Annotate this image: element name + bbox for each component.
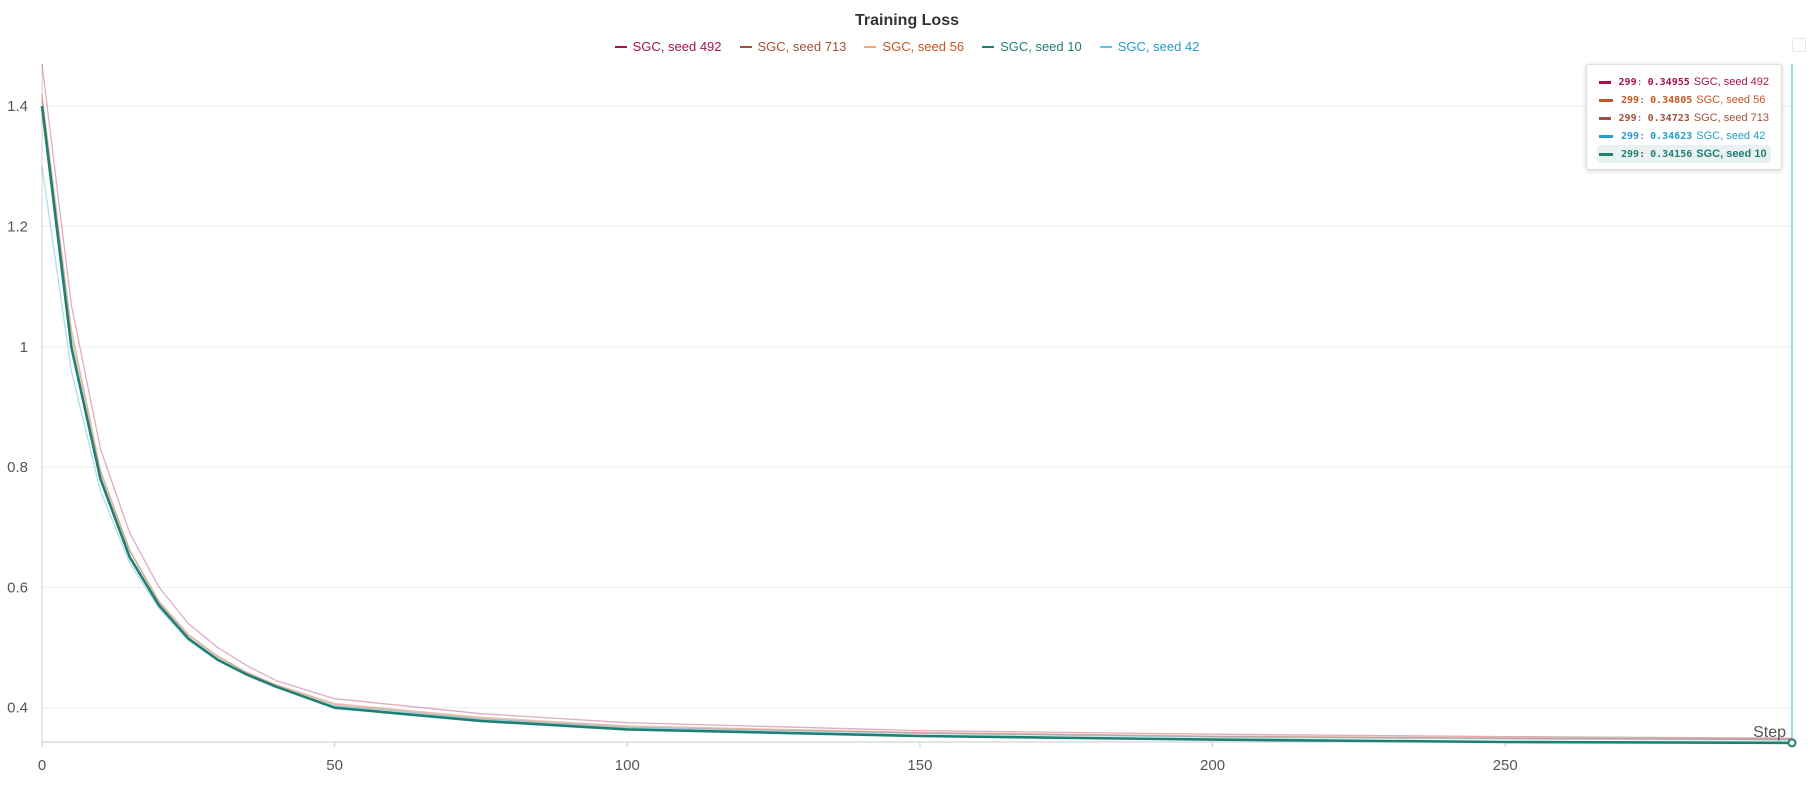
tooltip-value: 0.34156 [1650,148,1693,160]
tooltip-value: 0.34623 [1650,130,1693,142]
tooltip-value: 0.34955 [1647,76,1690,88]
tooltip-swatch [1599,134,1613,138]
legend-label: SGC, seed 10 [1000,39,1082,54]
legend-swatch [982,45,995,48]
tooltip-step: 299 [1621,94,1640,106]
legend-label: SGC, seed 56 [882,39,965,54]
series-line-sgc-seed-10 [40,105,1793,745]
legend-label: SGC, seed 713 [757,39,847,54]
x-axis-ticks: 0 50 100 150 200 250 [38,742,1518,774]
tooltip-series-name: SGC, seed 492 [1693,76,1769,88]
tooltip-value: 0.34723 [1647,112,1690,124]
tooltip-swatch [1599,116,1611,120]
hover-marker [1787,738,1797,748]
x-tick-label: 50 [326,757,343,774]
tooltip-value: 0.34805 [1650,94,1693,106]
y-tick-label: 0.6 [7,579,28,596]
tooltip-step: 299 [1621,130,1640,142]
tooltip-step: 299 [1618,76,1637,88]
tooltip-series-name: SGC, seed 42 [1696,130,1766,142]
tooltip-series-name: SGC, seed 10 [1696,148,1767,160]
tooltip-step: 299 [1618,112,1637,124]
y-tick-label: 1 [20,339,28,356]
tooltip-row: 299: 0.34723 SGC, seed 713 [1597,109,1771,127]
grid-lines [42,105,1792,709]
x-axis-label: Step [1753,724,1786,741]
y-tick-label: 1.2 [7,218,28,235]
legend-label: SGC, seed 42 [1117,39,1200,54]
legend-swatch [739,45,752,48]
series-line-sgc-seed-56 [41,94,1793,740]
tooltip-row-highlighted: 299: 0.34156 SGC, seed 10 [1597,145,1771,163]
y-axis-ticks: 0.4 0.6 0.8 1 1.2 1.4 [7,98,28,717]
legend-item-seed-10[interactable]: SGC, seed 10 [982,39,1082,54]
chart-title: Training Loss [854,12,959,29]
legend-label: SGC, seed 492 [632,39,722,54]
legend-item-seed-492[interactable]: SGC, seed 492 [614,39,722,54]
hover-tooltip: 299: 0.34955 SGC, seed 492 299: 0.34805 … [1586,64,1782,170]
series-line-sgc-seed-492 [41,63,1793,739]
legend-swatch [864,45,877,48]
tooltip-series-name: SGC, seed 56 [1696,94,1766,106]
y-tick-label: 0.8 [7,459,28,476]
tooltip-row: 299: 0.34805 SGC, seed 56 [1597,91,1771,109]
x-tick-label: 0 [38,757,46,774]
axes [41,64,1792,743]
series-line-sgc-seed-42 [41,166,1793,741]
x-tick-label: 250 [1493,757,1518,774]
tooltip-step: 299 [1621,148,1640,160]
legend-swatch [1099,45,1112,48]
legend-swatch [614,45,627,48]
tooltip-swatch [1599,80,1611,84]
tooltip-series-name: SGC, seed 713 [1693,112,1769,124]
tooltip-row: 299: 0.34623 SGC, seed 42 [1597,127,1771,145]
chart-legend: SGC, seed 492 SGC, seed 713 SGC, seed 56… [0,39,1814,54]
y-tick-label: 0.4 [7,700,28,717]
x-tick-label: 100 [615,757,640,774]
x-tick-label: 150 [907,757,932,774]
tooltip-swatch [1599,152,1613,156]
series-lines [40,63,1793,745]
tooltip-row: 299: 0.34955 SGC, seed 492 [1597,73,1771,91]
legend-item-seed-56[interactable]: SGC, seed 56 [864,39,964,54]
legend-item-seed-42[interactable]: SGC, seed 42 [1099,39,1200,54]
tooltip-swatch [1599,98,1613,102]
x-tick-label: 200 [1200,757,1225,774]
series-line-sgc-seed-713 [41,100,1793,741]
legend-item-seed-713[interactable]: SGC, seed 713 [739,39,847,54]
panel-menu-icon[interactable] [1792,38,1806,52]
y-tick-label: 1.4 [7,98,28,115]
